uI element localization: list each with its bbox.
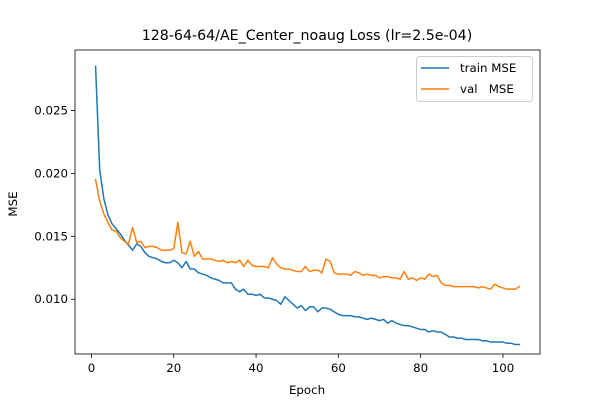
y-tick-label: 0.015 bbox=[34, 229, 68, 243]
x-tick-label: 0 bbox=[88, 361, 96, 375]
x-tick-label: 20 bbox=[166, 361, 181, 375]
x-tick-label: 60 bbox=[331, 361, 346, 375]
x-axis-label: Epoch bbox=[289, 383, 325, 397]
legend-label-train: train MSE bbox=[460, 61, 516, 75]
series-layer bbox=[94, 65, 521, 346]
x-axis-ticks: 0 20 40 60 80 100 bbox=[88, 354, 515, 375]
y-axis-ticks: 0.010 0.015 0.020 0.025 bbox=[34, 103, 75, 306]
x-tick-label: 100 bbox=[492, 361, 515, 375]
chart-title: 128-64-64/AE_Center_noaug Loss (lr=2.5e-… bbox=[142, 28, 473, 44]
x-tick-label: 80 bbox=[413, 361, 428, 375]
val-mse-line bbox=[94, 178, 521, 290]
x-tick-label: 40 bbox=[249, 361, 264, 375]
y-tick-label: 0.020 bbox=[34, 166, 68, 180]
y-axis-label: MSE bbox=[6, 191, 20, 216]
legend: train MSE val MSE bbox=[416, 56, 533, 102]
y-tick-label: 0.010 bbox=[34, 292, 68, 306]
y-tick-label: 0.025 bbox=[34, 103, 68, 117]
train-mse-line bbox=[94, 65, 521, 346]
legend-label-val: val MSE bbox=[460, 82, 514, 96]
plot-frame bbox=[74, 49, 541, 355]
